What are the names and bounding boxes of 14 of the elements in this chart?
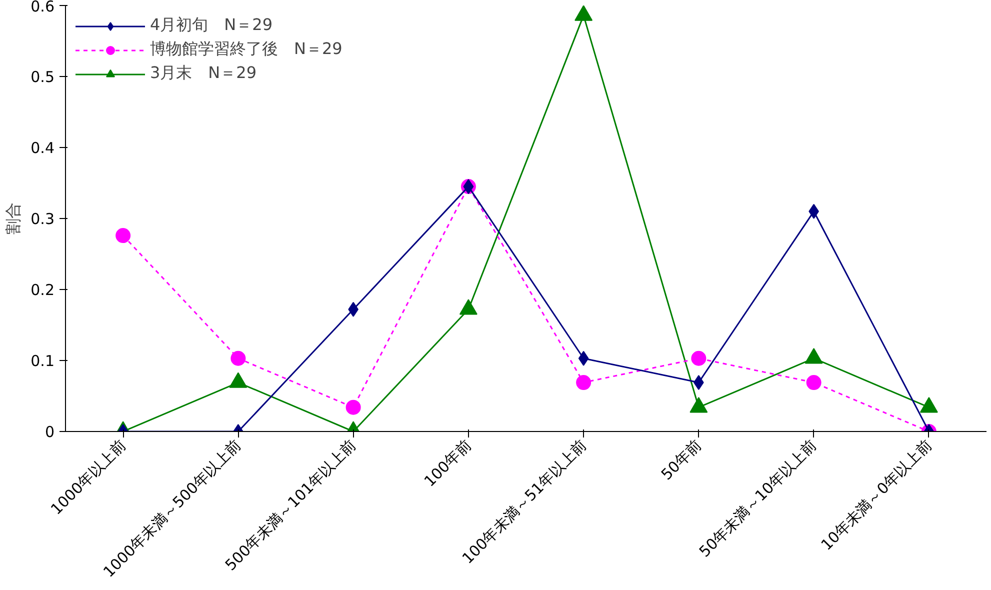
y-tick-label: 0 [44,423,55,441]
y-tick-label: 0.4 [30,139,55,157]
x-tick-label: 50年前 [658,436,706,484]
y-tick-label: 0.2 [30,281,55,299]
y-tick-label: 0.5 [30,68,55,86]
y-tick-label: 0.3 [30,210,55,228]
y-tick-label: 0.6 [30,0,55,16]
legend-label: 博物館学習終了後 N＝29 [150,39,342,60]
y-tick-label: 0.1 [30,352,55,370]
legend-label: 4月初旬 N＝29 [150,15,273,36]
x-tick-label: 100年前 [420,436,475,490]
legend-label: 3月末 N＝29 [150,63,257,84]
y-axis-title: 割合 [4,202,23,234]
x-tick-label: 10年未満～0年以上前 [817,436,936,554]
